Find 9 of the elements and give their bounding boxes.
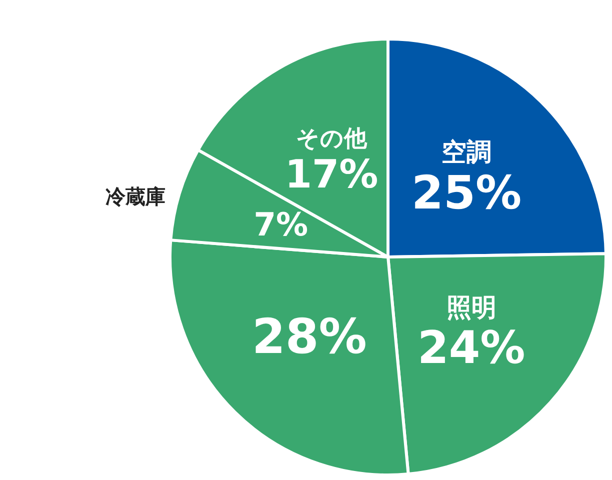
slice-label: 照明 [446,292,496,322]
data-label: 24% [418,320,526,374]
slice-label: その他 [296,126,368,152]
slice-label: 空調 [442,138,492,167]
data-label: 25% [412,166,522,220]
slice-label: 冷蔵庫 [105,184,166,209]
data-label: 17% [284,152,378,198]
data-label: 7% [254,205,308,244]
data-label: 28% [252,308,367,365]
